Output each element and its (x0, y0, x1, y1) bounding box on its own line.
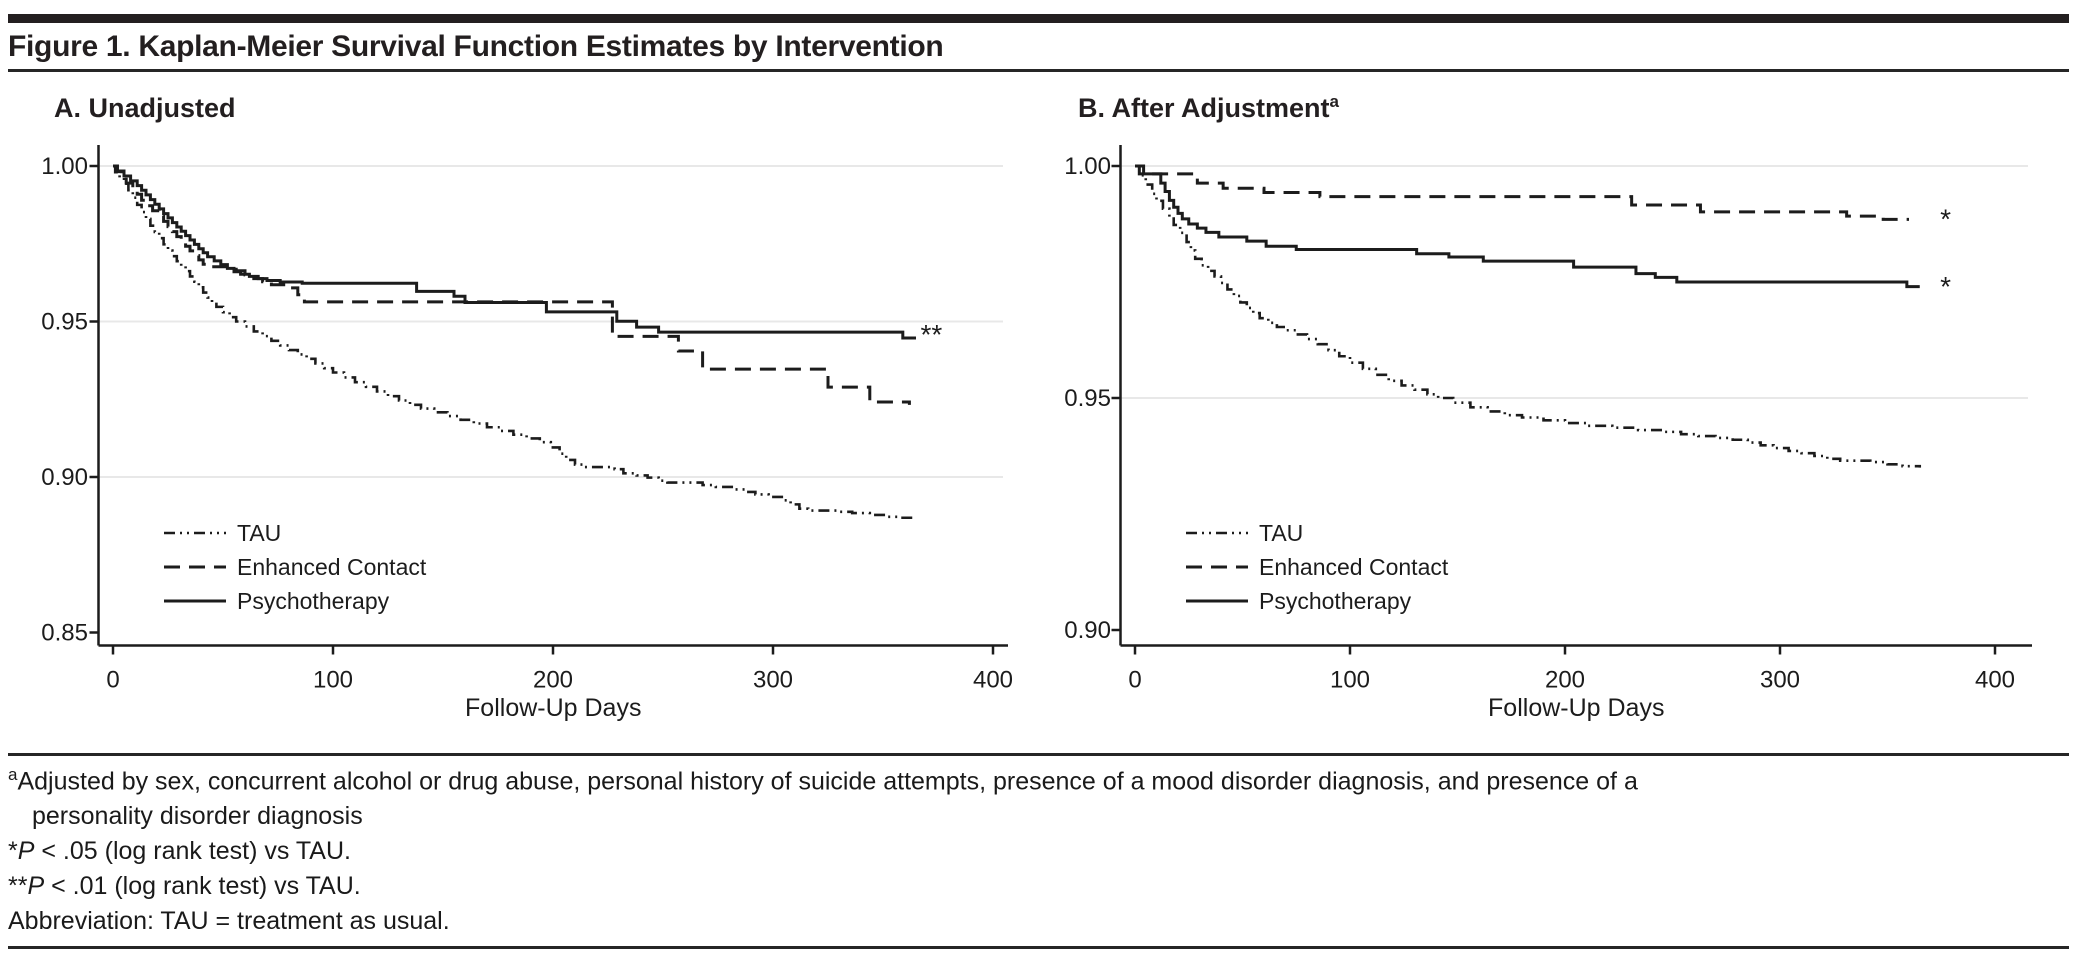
x-tick-label-200: 200 (533, 667, 573, 694)
panel-b: 1.00 0.95 0.90 0 100 200 300 400 Follow-Up Days T… (1064, 145, 2032, 722)
series-line-psychotherapy-a (113, 164, 916, 340)
footnote-segment: a (8, 765, 18, 784)
footnote-segment: ** (8, 872, 28, 901)
footnote-line-2: personality disorder diagnosis (8, 799, 1638, 834)
bottom-rule (8, 946, 2069, 949)
y-tick-label-0.95: 0.95 (41, 309, 88, 336)
y-tick-label-1.00: 1.00 (1064, 153, 1111, 180)
significance-marker-b-1: * (1940, 203, 1951, 234)
x-tick-label-300: 300 (753, 667, 793, 694)
x-tick-label-400: 400 (1975, 667, 2015, 694)
title-divider-rule (8, 69, 2069, 72)
y-tick-label-0.90: 0.90 (1064, 617, 1111, 644)
footnote-line-1: aAdjusted by sex, concurrent alcohol or … (8, 757, 1638, 799)
panel-b-title-superscript: a (1329, 92, 1339, 111)
footnote-segment: Abbreviation: TAU = treatment as usual. (8, 907, 450, 936)
footnote-block: aAdjusted by sex, concurrent alcohol or … (8, 757, 1638, 939)
footnote-line-5: Abbreviation: TAU = treatment as usual. (8, 904, 1638, 939)
footnote-segment: P (17, 837, 35, 866)
legend-label-enhanced-contact: Enhanced Contact (1259, 554, 1449, 580)
legend-label-psychotherapy: Psychotherapy (1259, 588, 1412, 614)
figure-title: Figure 1. Kaplan-Meier Survival Function… (8, 30, 944, 63)
series-line-enhanced-contact-b (1135, 164, 1909, 221)
significance-marker-a-1: ** (921, 319, 943, 350)
legend-label-tau: TAU (237, 520, 281, 546)
panel-b-title-text: B. After Adjustment (1078, 93, 1330, 123)
footnote-segment: < .05 (log rank test) vs TAU. (34, 837, 351, 866)
x-tick-label-200: 200 (1545, 667, 1585, 694)
series-line-tau-a (113, 164, 918, 520)
footnote-segment: < .01 (log rank test) vs TAU. (44, 872, 361, 901)
footnote-segment: * (8, 837, 18, 866)
y-tick-label-0.85: 0.85 (41, 620, 88, 647)
footnote-divider-rule (8, 753, 2069, 756)
footnote-line-3: *P < .05 (log rank test) vs TAU. (8, 834, 1638, 869)
footnote-segment: personality disorder diagnosis (32, 802, 363, 831)
x-tick-label-300: 300 (1760, 667, 1800, 694)
legend-label-psychotherapy: Psychotherapy (237, 588, 390, 614)
panel-a-series (113, 164, 918, 520)
panel-a-legend: TAU Enhanced Contact Psychotherapy (164, 520, 427, 614)
panel-a: 1.00 0.95 0.90 0.85 0 100 200 300 400 Follow-Up D… (41, 145, 1013, 722)
legend-label-enhanced-contact: Enhanced Contact (237, 554, 427, 580)
panel-a-title: A. Unadjusted (54, 92, 236, 124)
x-tick-label-400: 400 (973, 667, 1013, 694)
top-rule (8, 14, 2069, 23)
panel-b-title: B. After Adjustmenta (1078, 92, 1339, 124)
footnote-segment: Adjusted by sex, concurrent alcohol or d… (17, 767, 1638, 796)
x-tick-label-0: 0 (106, 667, 119, 694)
series-line-enhanced-contact-a (113, 164, 911, 405)
y-tick-label-0.90: 0.90 (41, 464, 88, 491)
panel-b-series (1135, 164, 1922, 468)
panel-a-xaxis-label: Follow-Up Days (465, 694, 641, 722)
footnote-line-4: **P < .01 (log rank test) vs TAU. (8, 869, 1638, 904)
panel-b-gridlines (1120, 165, 2028, 399)
series-line-psychotherapy-b (1135, 164, 1920, 289)
significance-marker-b-2: * (1940, 271, 1951, 302)
panel-b-xaxis-label: Follow-Up Days (1488, 694, 1664, 722)
panel-b-legend: TAU Enhanced Contact Psychotherapy (1186, 520, 1449, 614)
panel-a-title-text: A. Unadjusted (54, 93, 236, 123)
panel-a-gridlines (98, 165, 1003, 478)
legend-label-tau: TAU (1259, 520, 1303, 546)
x-tick-label-100: 100 (313, 667, 353, 694)
footnote-segment: P (27, 872, 45, 901)
y-tick-label-0.95: 0.95 (1064, 385, 1111, 412)
x-tick-label-100: 100 (1330, 667, 1370, 694)
x-tick-label-0: 0 (1128, 667, 1141, 694)
y-tick-label-1.00: 1.00 (41, 153, 88, 180)
